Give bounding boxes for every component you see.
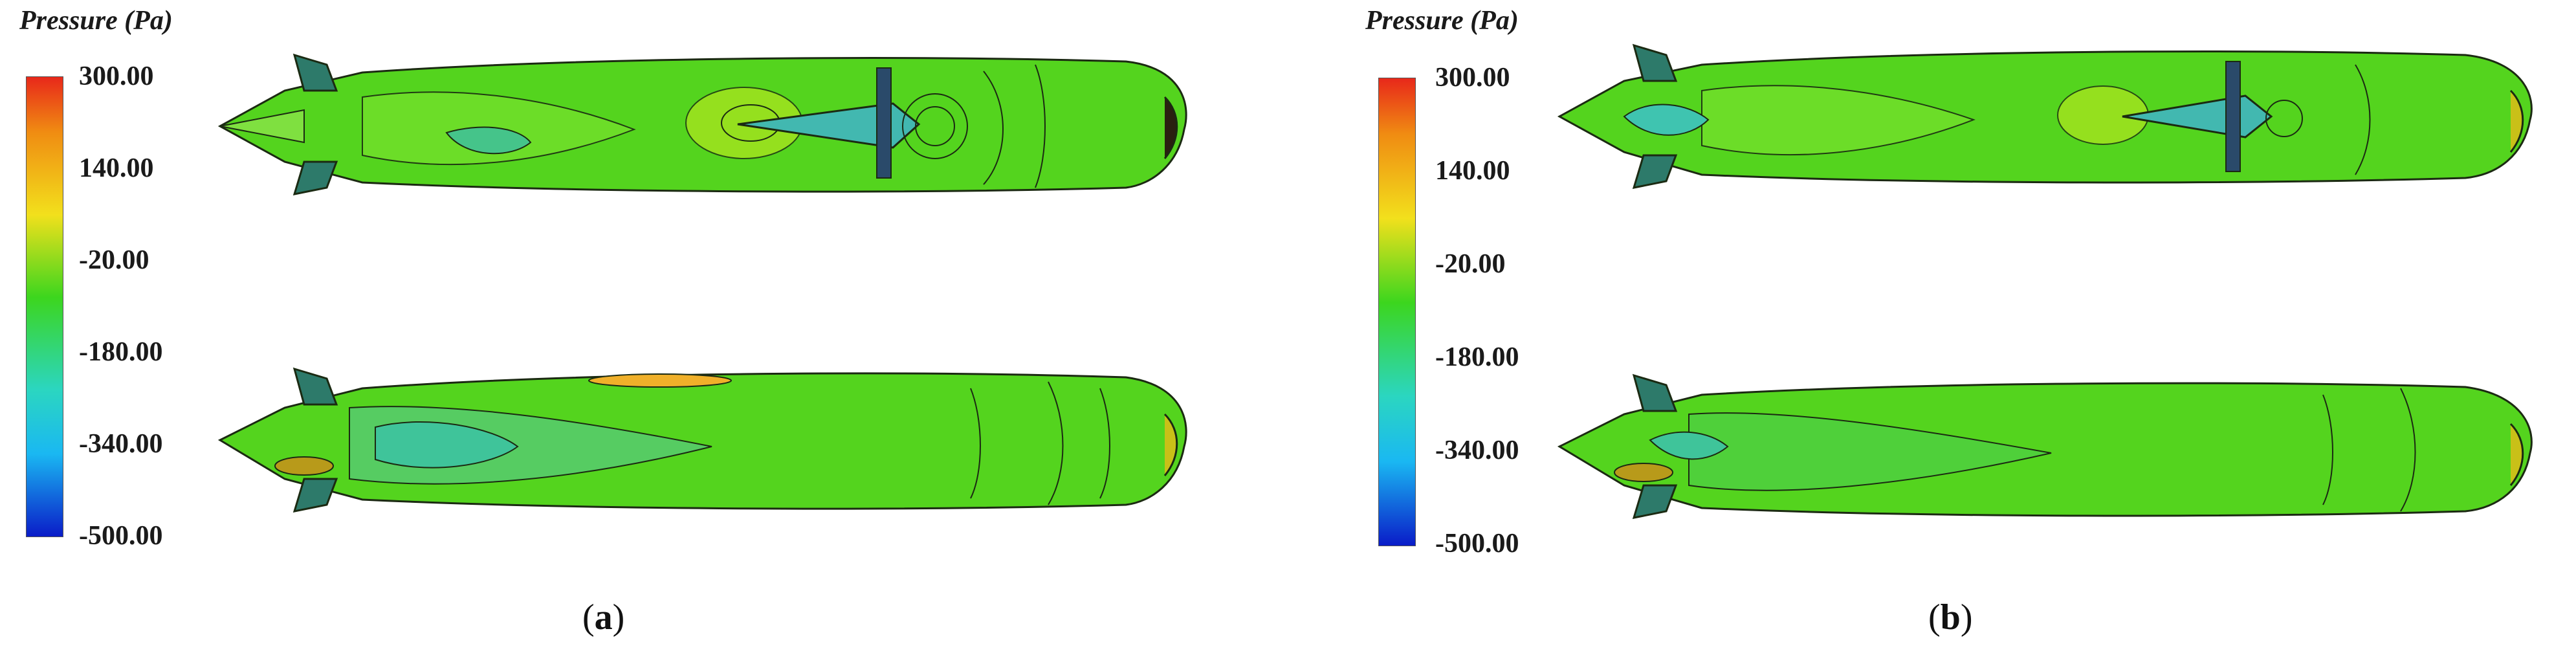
caption-b: (b) bbox=[1928, 597, 1972, 638]
tick-a-5: -500.00 bbox=[79, 521, 163, 551]
tick-b-2: -20.00 bbox=[1435, 249, 1506, 279]
tick-b-0: 300.00 bbox=[1435, 63, 1510, 93]
hull-plots-a bbox=[217, 53, 1187, 513]
tick-b-3: -180.00 bbox=[1435, 342, 1519, 372]
caption-b-close: ) bbox=[1960, 597, 1973, 637]
tick-a-3: -180.00 bbox=[79, 337, 163, 367]
caption-b-letter: b bbox=[1940, 597, 1961, 637]
hull-top-view-b bbox=[1557, 43, 2533, 189]
legend-title-b: Pressure (Pa) bbox=[1365, 6, 1519, 36]
caption-a-open: ( bbox=[582, 597, 595, 637]
caption-a: (a) bbox=[582, 597, 624, 638]
tick-b-4: -340.00 bbox=[1435, 436, 1519, 465]
tick-a-4: -340.00 bbox=[79, 429, 163, 459]
caption-b-open: ( bbox=[1928, 597, 1941, 637]
colorbar-a bbox=[26, 76, 63, 537]
panel-b: Pressure (Pa) 300.00 140.00 -20.00 -180.… bbox=[1288, 0, 2576, 664]
hull-top-view-a bbox=[217, 53, 1187, 195]
tick-a-1: 140.00 bbox=[79, 153, 154, 183]
caption-a-letter: a bbox=[594, 597, 613, 637]
colorbar-b bbox=[1378, 78, 1416, 546]
tick-b-5: -500.00 bbox=[1435, 529, 1519, 559]
caption-a-close: ) bbox=[612, 597, 625, 637]
tick-a-0: 300.00 bbox=[79, 61, 154, 91]
tick-b-1: 140.00 bbox=[1435, 156, 1510, 186]
tick-a-2: -20.00 bbox=[79, 245, 149, 275]
hull-bottom-view-b bbox=[1557, 373, 2533, 519]
hull-bottom-view-a bbox=[217, 367, 1187, 513]
panel-a: Pressure (Pa) 300.00 140.00 -20.00 -180.… bbox=[19, 6, 1187, 638]
hull-plots-b bbox=[1557, 43, 2533, 519]
legend-title-a: Pressure (Pa) bbox=[19, 6, 173, 36]
